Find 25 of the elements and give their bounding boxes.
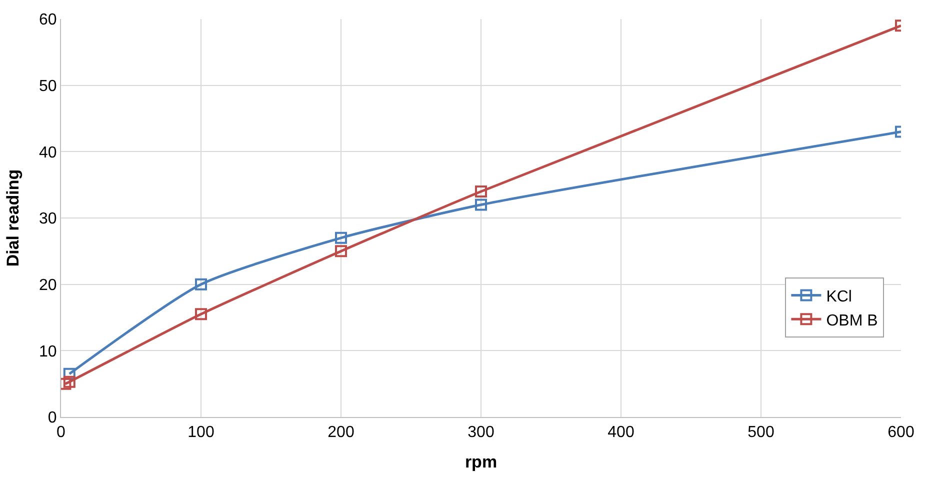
x-axis-title: rpm [464, 452, 498, 472]
legend-label: KCl [826, 288, 852, 306]
point [61, 378, 72, 390]
point [195, 308, 207, 320]
y-tick-label: 50 [39, 78, 57, 95]
y-tick-label: 40 [39, 144, 57, 162]
y-tick-label: 0 [48, 410, 57, 427]
point [335, 232, 347, 244]
point [63, 376, 76, 388]
point [195, 278, 207, 290]
y-axis-title: Dial reading [4, 169, 23, 267]
y-tick-label: 10 [39, 343, 57, 360]
x-tick-label: 400 [608, 424, 634, 442]
x-tick-label: 600 [888, 424, 914, 442]
y-tick-label: 30 [39, 210, 57, 228]
y-tick-label: 60 [39, 12, 57, 29]
x-tick-label: 200 [328, 424, 354, 442]
x-tick-label: 500 [748, 424, 774, 442]
legend-label: OBM B [826, 312, 878, 330]
point [475, 198, 487, 211]
y-tick-label: 20 [39, 276, 57, 294]
point [475, 185, 487, 198]
x-tick-label: 300 [468, 424, 494, 442]
x-tick-label: 100 [188, 424, 214, 442]
point [335, 245, 347, 258]
